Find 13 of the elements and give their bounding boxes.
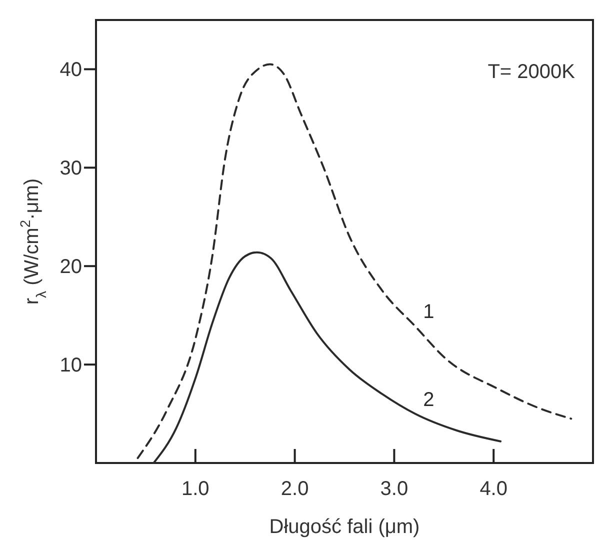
y-tick-label: 30	[60, 158, 82, 180]
x-tick-label: 1.0	[181, 478, 210, 500]
y-tick-label: 20	[60, 256, 82, 278]
x-axis-title: Długość fali (μm)	[269, 516, 420, 538]
y-tick-label: 40	[60, 59, 82, 82]
y-tick-label: 10	[60, 354, 82, 377]
line-series	[136, 63, 572, 460]
annotation: T= 2000K	[488, 61, 576, 83]
x-tick-label: 4.0	[480, 478, 508, 500]
series-label: 2	[423, 388, 434, 411]
x-tick-label: 2.0	[280, 478, 309, 500]
x-tick-label: 3.0	[380, 478, 408, 500]
series-label: 1	[423, 301, 434, 324]
